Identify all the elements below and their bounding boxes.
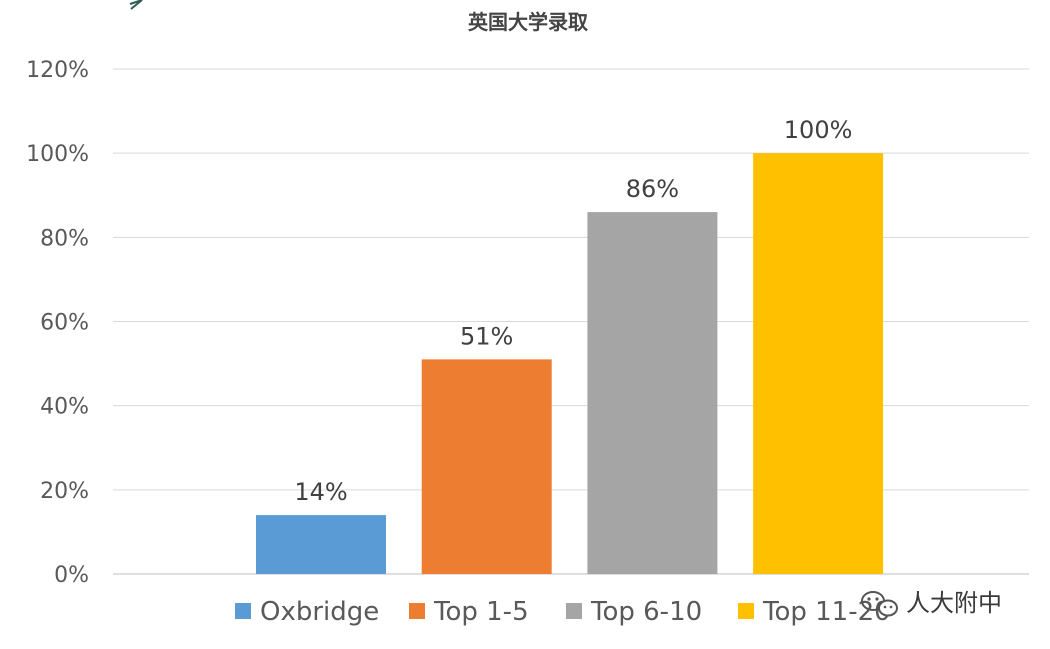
legend-label: Top 6-10: [590, 597, 702, 627]
data-label: 86%: [626, 175, 679, 203]
legend-label: Top 1-5: [433, 597, 529, 627]
legend-item: Top 11-20: [738, 597, 891, 627]
legend-label: Oxbridge: [260, 597, 379, 627]
y-tick-label: 60%: [40, 311, 89, 336]
legend-swatch: [409, 603, 425, 619]
legend-swatch: [235, 603, 251, 619]
data-label: 51%: [460, 322, 513, 350]
data-label: 14%: [294, 478, 347, 506]
wechat-icon: [861, 591, 898, 617]
watermark-text: 人大附中: [906, 589, 1002, 617]
y-tick-label: 20%: [40, 479, 89, 504]
y-tick-label: 100%: [26, 142, 89, 167]
watermark: 人大附中: [861, 589, 1002, 617]
y-tick-label: 120%: [26, 58, 89, 83]
legend-swatch: [566, 603, 582, 619]
legend-swatch: [738, 603, 754, 619]
legend-item: Top 1-5: [409, 597, 529, 627]
y-tick-label: 40%: [40, 395, 89, 420]
bar-top-1-5: [421, 359, 552, 574]
y-tick-label: 0%: [54, 563, 89, 588]
chart-title: 英国大学录取: [468, 10, 588, 34]
data-label: 100%: [784, 116, 853, 144]
legend-item: Top 6-10: [566, 597, 702, 627]
y-tick-label: 80%: [40, 226, 89, 251]
legend: Oxbridge Top 1-5 Top 6-10 Top 11-20: [235, 597, 891, 627]
legend-item: Oxbridge: [235, 597, 379, 627]
bar-top-11-20: [753, 153, 884, 574]
bar-top-6-10: [587, 212, 718, 575]
bar-oxbridge: [256, 515, 386, 574]
legend-label: Top 11-20: [762, 597, 891, 627]
corner-mark-icon: [129, 0, 143, 10]
